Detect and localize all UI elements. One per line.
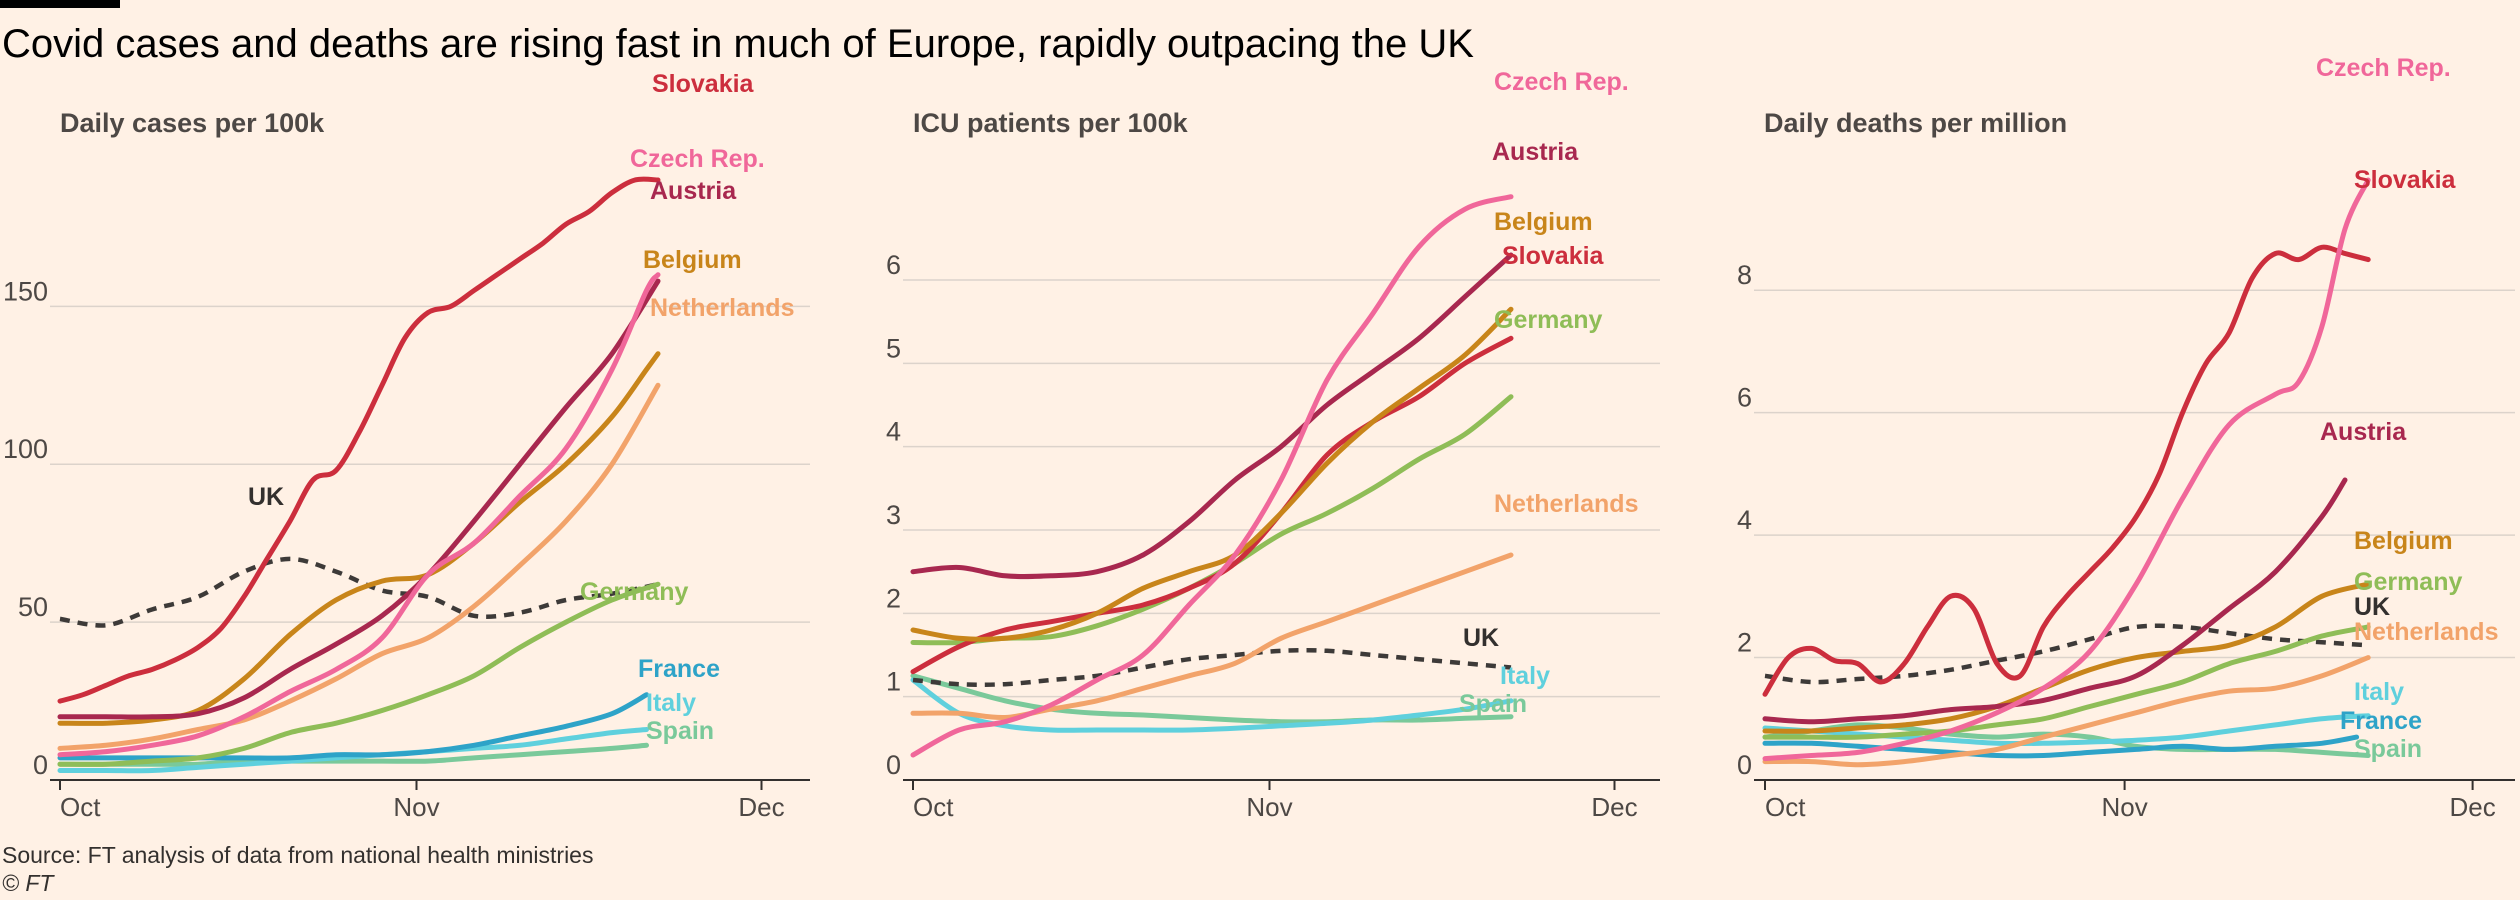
y-tick-label: 6 <box>1737 383 1752 413</box>
series-label-slovakia: Slovakia <box>1502 242 1605 270</box>
series-line-czech-rep <box>57 272 661 758</box>
y-tick-label: 0 <box>33 750 48 780</box>
y-tick-label: 2 <box>1737 628 1752 658</box>
x-tick-label: Oct <box>1765 792 1806 822</box>
panel-title: Daily deaths per million <box>1764 108 2067 138</box>
series-line-austria <box>57 278 661 720</box>
series-line-germany <box>1762 624 2371 740</box>
series-label-france: France <box>2340 707 2422 735</box>
series-line-france <box>57 692 649 761</box>
series-line-spain <box>910 673 1514 725</box>
ft-brand-bar <box>0 0 120 8</box>
series-label-belgium: Belgium <box>1494 208 1593 236</box>
series-line-belgium <box>1762 581 2371 734</box>
y-tick-label: 1 <box>886 667 901 697</box>
x-tick-label: Oct <box>60 792 101 822</box>
series-label-netherlands: Netherlands <box>650 294 794 322</box>
series-label-germany: Germany <box>2354 568 2462 596</box>
source-note: Source: FT analysis of data from nationa… <box>2 842 594 868</box>
x-tick-label: Dec <box>1591 792 1637 822</box>
y-tick-label: 50 <box>18 592 48 622</box>
chart-title: Covid cases and deaths are rising fast i… <box>2 22 1474 66</box>
y-tick-label: 3 <box>886 500 901 530</box>
series-label-spain: Spain <box>2354 735 2422 763</box>
series-line-belgium <box>910 306 1514 642</box>
x-tick-label: Nov <box>1246 792 1292 822</box>
series-label-slovakia: Slovakia <box>652 70 755 98</box>
x-tick-label: Dec <box>738 792 784 822</box>
series-line-slovakia <box>1762 244 2371 697</box>
series-label-czech-rep: Czech Rep. <box>1494 68 1629 96</box>
series-label-czech-rep: Czech Rep. <box>630 145 765 173</box>
series-label-uk: UK <box>2354 593 2390 621</box>
y-tick-label: 8 <box>1737 260 1752 290</box>
y-tick-label: 100 <box>3 434 48 464</box>
y-tick-label: 5 <box>886 333 901 363</box>
series-line-spain <box>57 742 649 767</box>
series-label-austria: Austria <box>650 177 737 205</box>
series-label-france: France <box>638 655 720 683</box>
series-label-austria: Austria <box>2320 418 2407 446</box>
y-tick-label: 2 <box>886 583 901 613</box>
series-label-netherlands: Netherlands <box>2354 618 2498 646</box>
series-line-italy <box>910 677 1514 733</box>
x-tick-label: Dec <box>2449 792 2495 822</box>
y-tick-label: 4 <box>886 417 901 447</box>
series-label-germany: Germany <box>580 578 688 606</box>
series-line-spain <box>1762 722 2371 758</box>
series-line-germany <box>910 394 1514 646</box>
y-tick-label: 6 <box>886 250 901 280</box>
series-label-uk: UK <box>1463 624 1499 652</box>
y-tick-label: 150 <box>3 276 48 306</box>
series-label-belgium: Belgium <box>2354 527 2453 555</box>
series-line-czech-rep <box>910 194 1514 758</box>
series-label-italy: Italy <box>2354 678 2404 706</box>
series-line-uk <box>59 556 659 628</box>
series-line-austria <box>910 252 1514 580</box>
series-label-germany: Germany <box>1494 306 1602 334</box>
series-line-germany <box>57 581 661 767</box>
series-label-spain: Spain <box>646 717 714 745</box>
y-tick-label: 0 <box>1737 750 1752 780</box>
x-tick-label: Oct <box>913 792 954 822</box>
series-line-slovakia <box>57 176 661 704</box>
series-line-netherlands <box>910 552 1514 721</box>
series-label-italy: Italy <box>646 689 696 717</box>
x-tick-label: Nov <box>393 792 439 822</box>
series-line-france <box>1762 734 2360 759</box>
series-line-netherlands <box>57 382 661 751</box>
copyright: © FT <box>2 870 54 896</box>
series-label-uk: UK <box>248 483 284 511</box>
series-line-netherlands <box>1762 655 2371 768</box>
series-label-belgium: Belgium <box>643 246 742 274</box>
y-tick-label: 4 <box>1737 505 1752 535</box>
series-label-slovakia: Slovakia <box>2354 166 2457 194</box>
series-label-czech-rep: Czech Rep. <box>2316 54 2451 82</box>
y-tick-label: 0 <box>886 750 901 780</box>
x-tick-label: Nov <box>2101 792 2147 822</box>
series-line-czech-rep <box>1762 177 2371 762</box>
series-label-netherlands: Netherlands <box>1494 490 1638 518</box>
series-line-uk <box>1764 623 2369 685</box>
series-label-austria: Austria <box>1492 138 1579 166</box>
series-line-austria <box>1762 477 2348 725</box>
series-line-uk <box>912 648 1512 687</box>
series-label-italy: Italy <box>1500 662 1550 690</box>
panel-title: ICU patients per 100k <box>913 108 1189 138</box>
series-label-spain: Spain <box>1459 690 1527 718</box>
panel-title: Daily cases per 100k <box>60 108 325 138</box>
series-line-italy <box>1762 713 2371 747</box>
